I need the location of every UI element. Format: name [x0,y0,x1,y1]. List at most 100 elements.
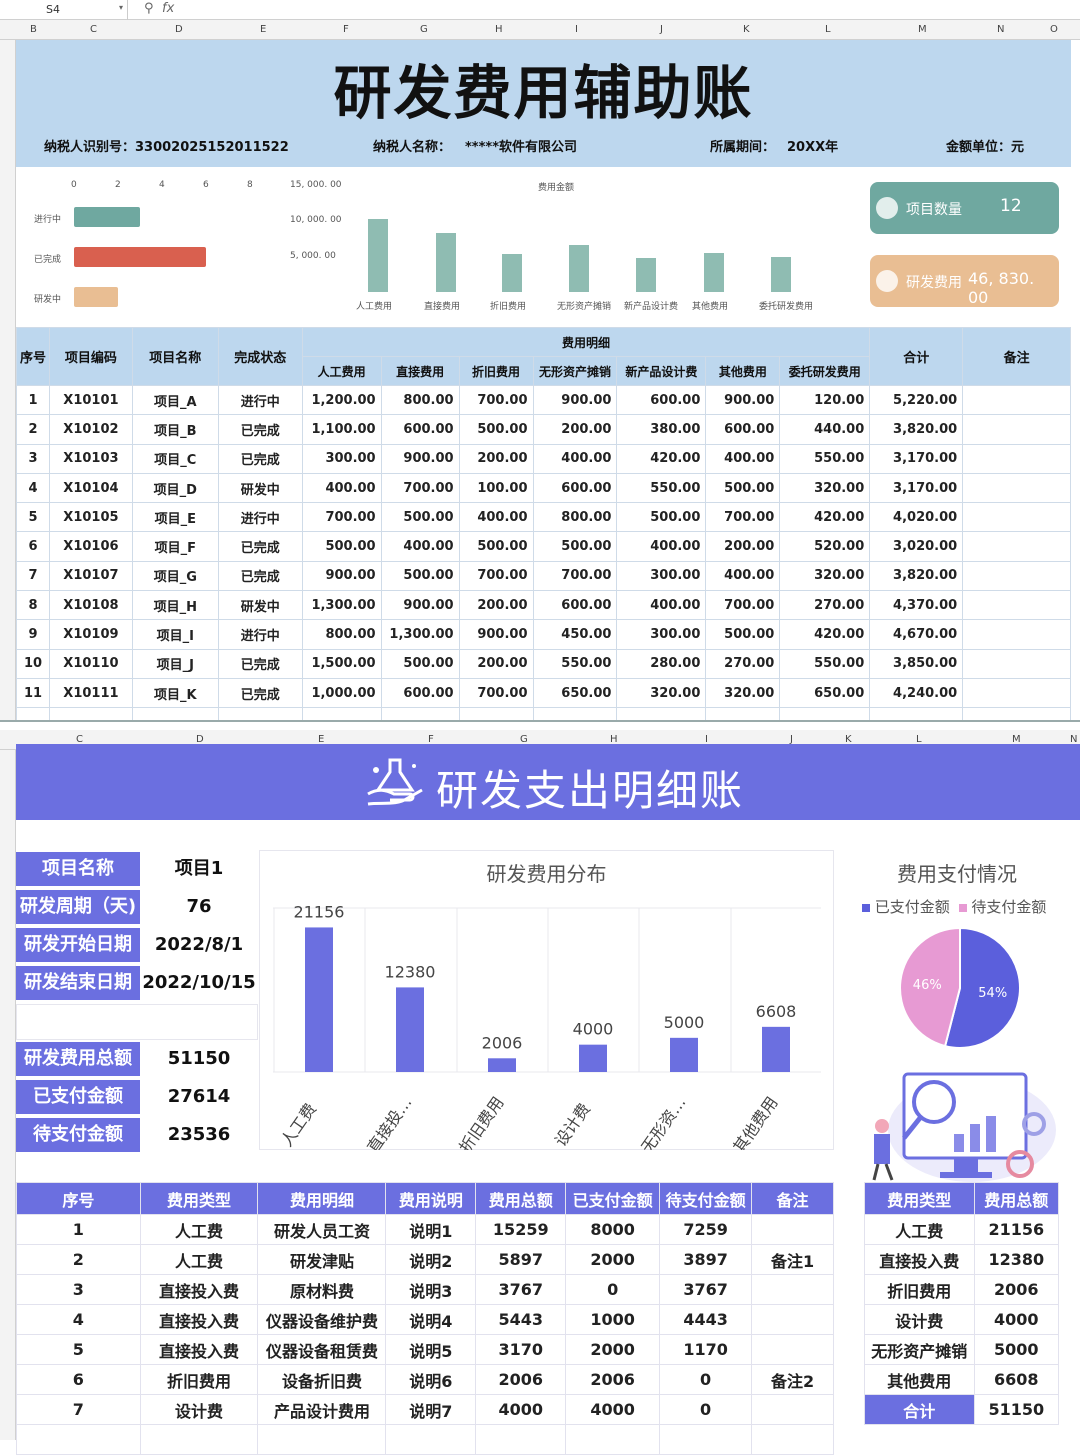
table-cell[interactable]: 研发人员工资 [257,1214,387,1245]
table-cell[interactable]: 项目_A [131,384,219,416]
table-cell[interactable]: 进行中 [217,619,303,650]
table-cell[interactable]: 600.00 [380,414,460,445]
col-letter[interactable]: C [76,734,83,745]
table-cell[interactable]: 900.00 [380,590,460,621]
table-cell[interactable]: 其他费用 [864,1364,975,1395]
table-cell[interactable]: 人工费 [139,1214,259,1245]
table-cell[interactable]: 900.00 [301,560,382,592]
table-cell[interactable]: 3 [16,1274,141,1305]
table-cell[interactable]: 4000 [475,1394,567,1425]
table-cell[interactable]: 项目_G [131,560,219,592]
table-cell[interactable]: 项目_B [131,414,219,445]
table-cell[interactable]: 1,500.00 [301,648,382,679]
table-cell[interactable]: 已完成 [217,531,303,562]
table-cell[interactable]: 700.00 [705,502,781,533]
info-value[interactable]: 27614 [167,1086,231,1107]
table-cell[interactable]: 3767 [475,1274,567,1305]
table-cell[interactable]: 0 [659,1364,753,1395]
table-cell[interactable]: 7259 [659,1214,753,1245]
table-cell[interactable]: 700.00 [458,560,534,592]
table-cell[interactable]: 项目_C [131,443,219,474]
table-cell[interactable]: 项目_J [131,648,219,679]
table-cell[interactable]: 3 [16,443,50,474]
table-cell[interactable]: 700.00 [458,384,534,416]
table-cell[interactable]: 8 [16,590,50,621]
table-cell[interactable]: 270.00 [779,590,871,621]
table-cell[interactable]: 450.00 [532,619,618,650]
table-cell[interactable]: 10 [16,648,50,679]
name-box[interactable]: S4 ▾ [0,0,128,20]
table-cell[interactable]: 500.00 [616,502,707,533]
table-cell[interactable]: 3897 [659,1244,753,1275]
table-cell[interactable] [962,619,1071,650]
col-letter[interactable]: D [175,24,183,35]
table-cell[interactable]: 2006 [565,1364,661,1395]
table-cell[interactable]: 人工费 [864,1214,975,1245]
table-cell[interactable]: 5897 [475,1244,567,1275]
info-value[interactable]: 51150 [167,1048,231,1069]
table-cell[interactable] [217,707,303,720]
table-cell[interactable]: 4,020.00 [869,502,964,533]
col-letter[interactable]: M [918,24,927,35]
table-cell[interactable]: 6608 [973,1364,1060,1395]
table-cell[interactable]: 700.00 [301,502,382,533]
table-cell[interactable]: 说明1 [385,1214,477,1245]
table-cell[interactable]: 600.00 [532,472,618,504]
table-cell[interactable]: 500.00 [458,531,534,562]
table-cell[interactable]: X10102 [48,414,133,445]
col-letter[interactable]: N [997,24,1005,35]
col-letter[interactable]: M [1012,734,1021,745]
table-cell[interactable]: 进行中 [217,502,303,533]
fx-icon[interactable]: fx [162,1,175,16]
table-cell[interactable]: 600.00 [532,590,618,621]
table-cell[interactable]: 200.00 [705,531,781,562]
table-cell[interactable]: 420.00 [616,443,707,474]
col-letter[interactable]: E [260,24,267,35]
table-cell[interactable]: 5,220.00 [869,384,964,416]
chevron-down-icon[interactable]: ▾ [118,3,123,12]
table-cell[interactable]: 5000 [973,1334,1060,1365]
table-cell[interactable]: 无形资产摊销 [864,1334,975,1365]
table-cell[interactable]: 440.00 [779,414,871,445]
table-cell[interactable]: 5 [16,502,50,533]
col-letter[interactable]: D [196,734,204,745]
table-cell[interactable] [962,590,1071,621]
table-cell[interactable]: X10103 [48,443,133,474]
table-cell[interactable]: 说明6 [385,1364,477,1395]
table-cell[interactable]: 800.00 [380,384,460,416]
table-cell[interactable] [962,531,1071,562]
table-cell[interactable]: 已完成 [217,414,303,445]
table-cell[interactable]: 400.00 [380,531,460,562]
table-cell[interactable]: 项目_I [131,619,219,650]
table-cell[interactable]: X10108 [48,590,133,621]
table-cell[interactable]: 500.00 [380,648,460,679]
table-cell[interactable]: X10106 [48,531,133,562]
table-cell[interactable]: 项目_K [131,677,219,709]
table-cell[interactable]: 270.00 [705,648,781,679]
table-cell[interactable] [131,707,219,720]
table-cell[interactable] [751,1304,834,1335]
table-cell[interactable]: 说明7 [385,1394,477,1425]
table-cell[interactable]: 320.00 [705,677,781,709]
table-cell[interactable] [962,560,1071,592]
table-cell[interactable]: 520.00 [779,531,871,562]
col-letter[interactable]: H [610,734,618,745]
info-value[interactable]: 23536 [167,1124,231,1145]
table-cell[interactable]: 700.00 [705,590,781,621]
table-cell[interactable]: 3767 [659,1274,753,1305]
table-cell[interactable] [962,414,1071,445]
table-cell[interactable]: 4443 [659,1304,753,1335]
table-cell[interactable]: 直接投入费 [139,1304,259,1335]
table-cell[interactable] [458,707,534,720]
table-cell[interactable]: 仪器设备维护费 [257,1304,387,1335]
table-cell[interactable]: 3170 [475,1334,567,1365]
table-cell[interactable]: 550.00 [779,648,871,679]
table-cell[interactable]: 21156 [973,1214,1060,1245]
table-cell[interactable]: 人工费 [139,1244,259,1275]
col-letter[interactable]: I [705,734,708,745]
col-letter[interactable]: C [90,24,97,35]
table-cell[interactable]: 380.00 [616,414,707,445]
col-letter[interactable]: L [825,24,831,35]
table-cell[interactable]: 900.00 [532,384,618,416]
table-cell[interactable] [380,707,460,720]
